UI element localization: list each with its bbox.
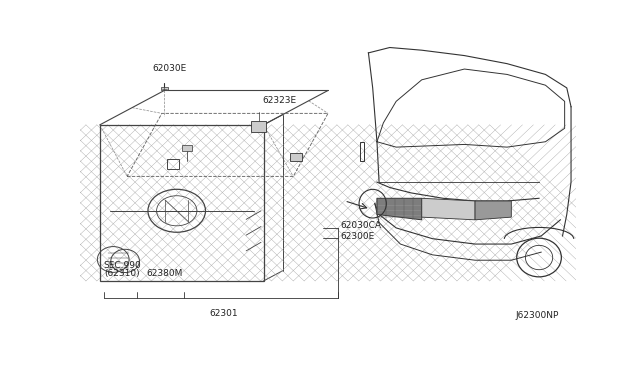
- Text: 62380M: 62380M: [146, 269, 182, 278]
- Text: 62323E: 62323E: [262, 96, 297, 105]
- Polygon shape: [377, 198, 422, 220]
- Polygon shape: [290, 153, 301, 161]
- Text: SEC.990: SEC.990: [104, 261, 141, 270]
- Polygon shape: [251, 121, 266, 132]
- Text: 62030CA: 62030CA: [340, 221, 381, 230]
- Text: J62300NP: J62300NP: [515, 311, 559, 320]
- Text: (62310): (62310): [104, 269, 140, 278]
- Polygon shape: [182, 145, 191, 151]
- Polygon shape: [422, 198, 475, 220]
- Text: 62030E: 62030E: [152, 64, 186, 73]
- Polygon shape: [161, 87, 168, 90]
- Text: 62301: 62301: [209, 310, 238, 318]
- Polygon shape: [475, 201, 511, 220]
- Text: 62300E: 62300E: [340, 232, 374, 241]
